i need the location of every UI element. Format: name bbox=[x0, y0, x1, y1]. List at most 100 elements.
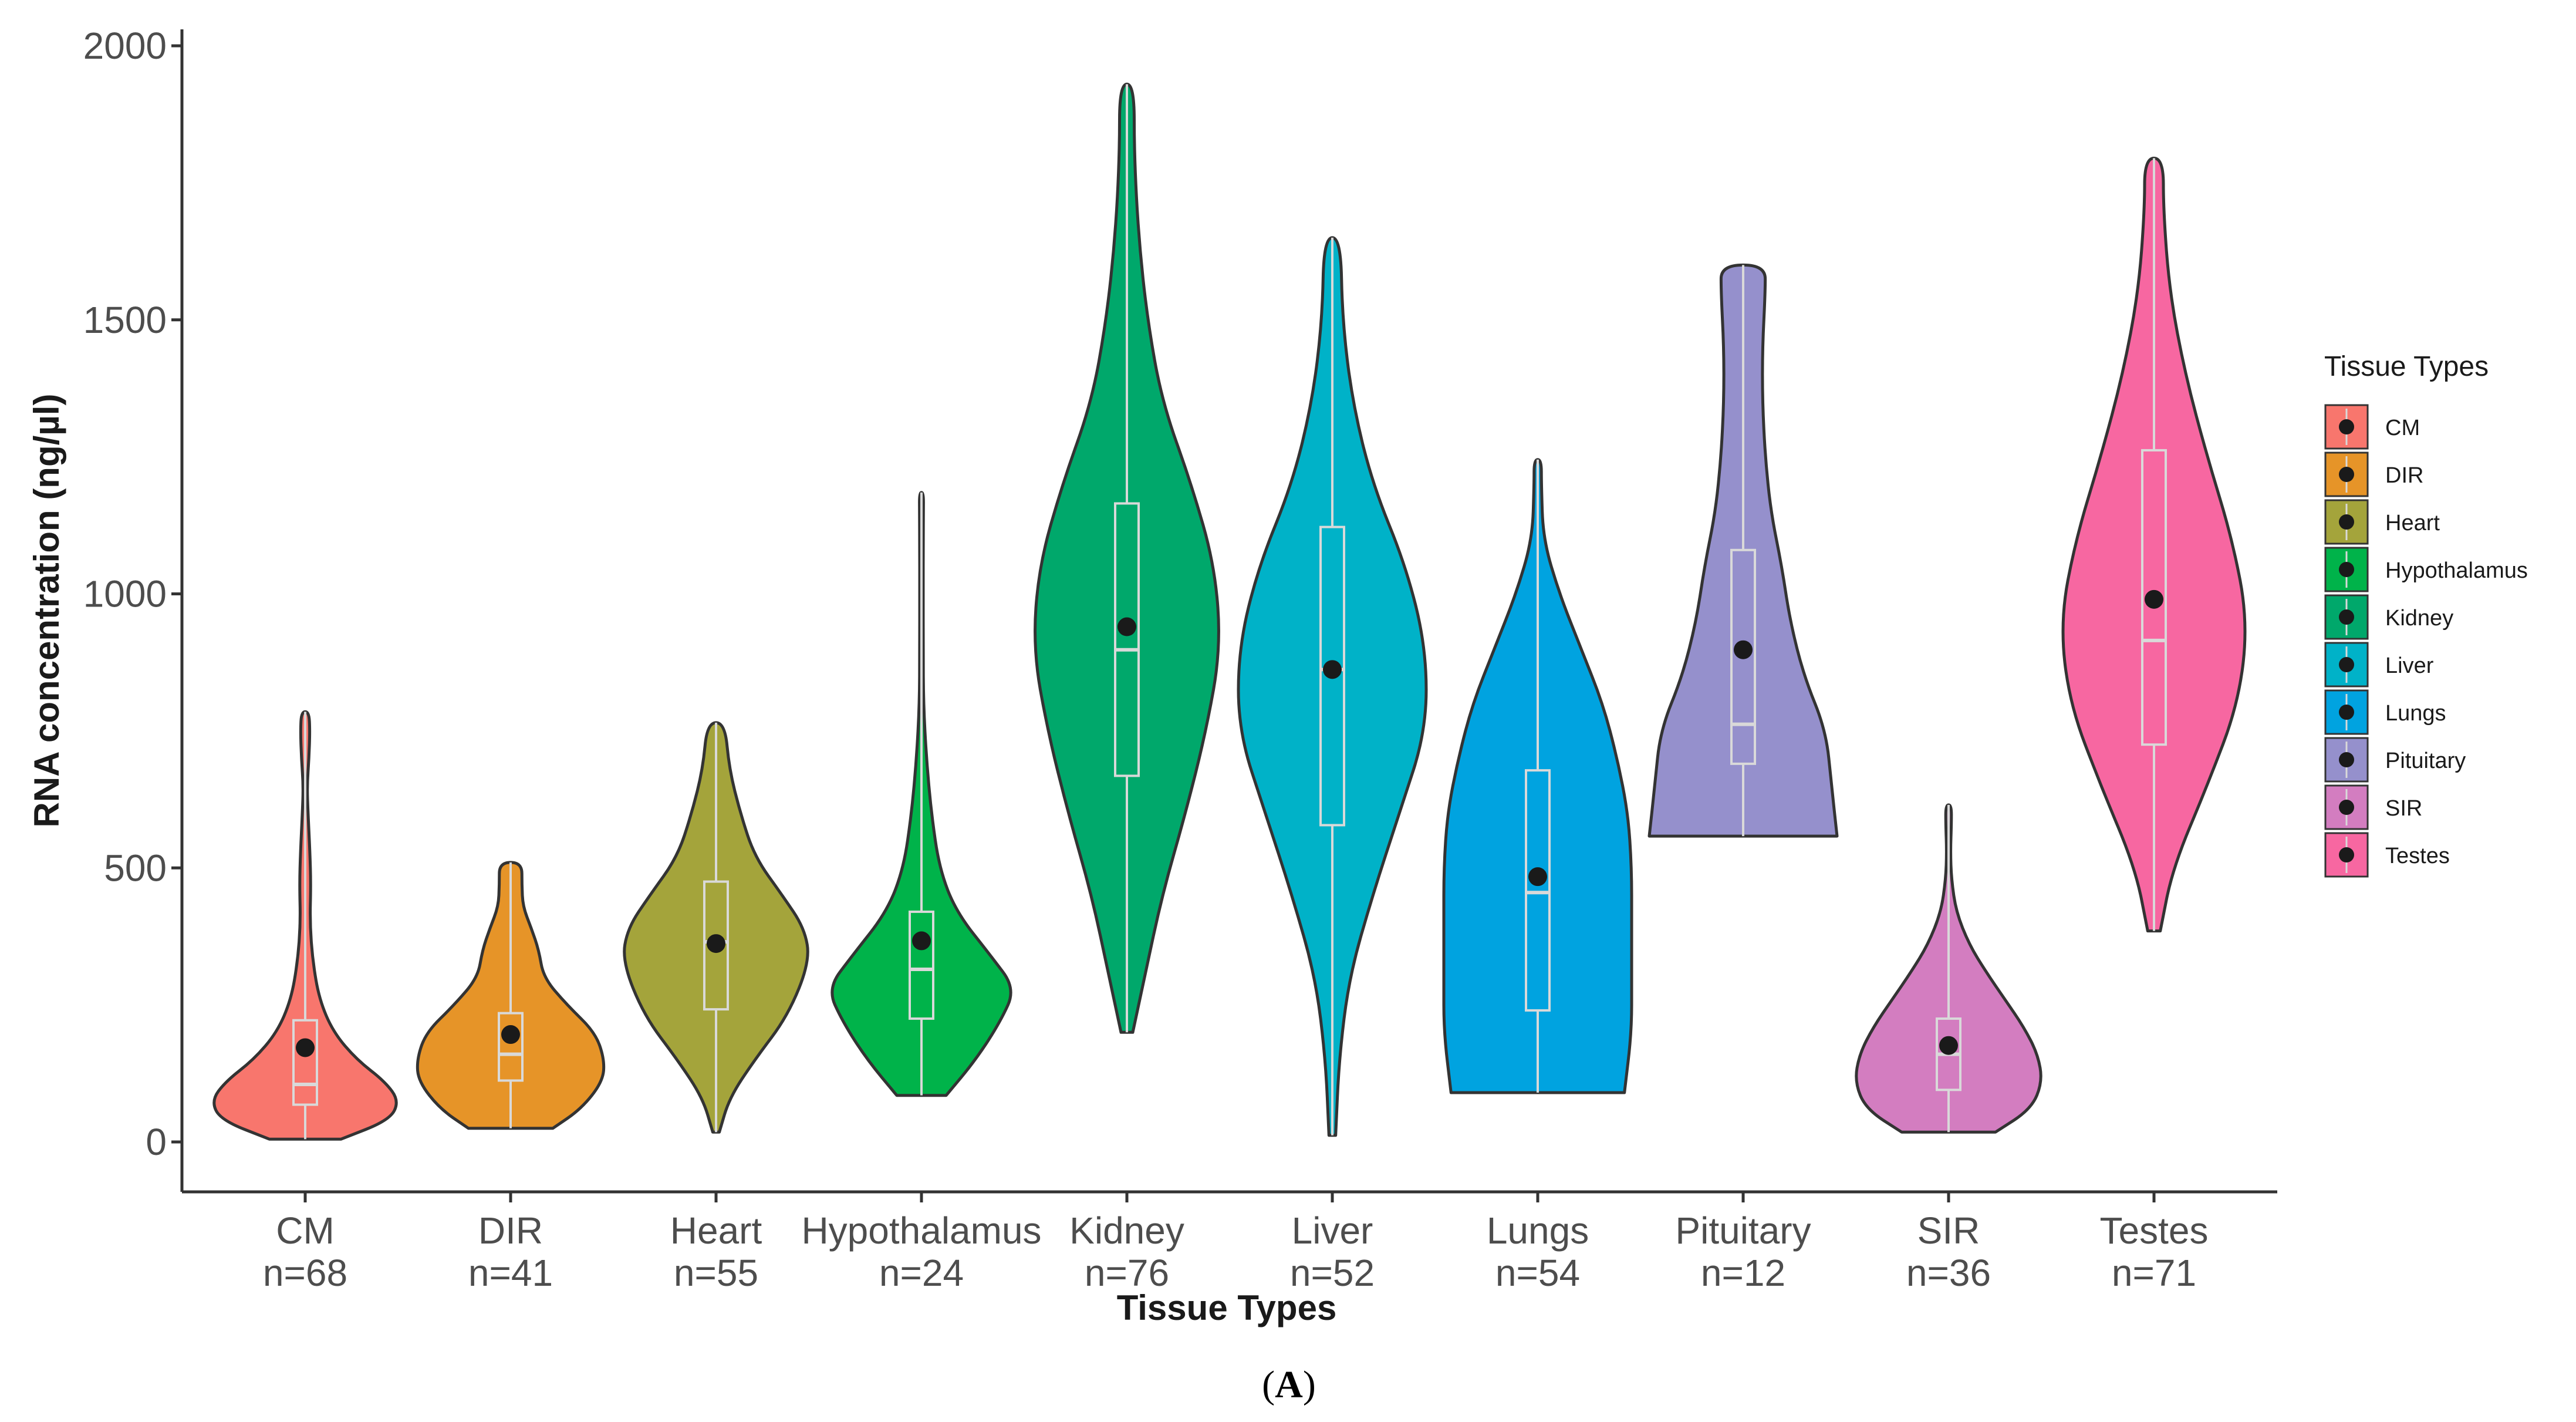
box-pituitary bbox=[1730, 548, 1756, 765]
legend-label-cm: CM bbox=[2385, 416, 2420, 440]
legend-item-sir: SIR bbox=[2324, 784, 2422, 830]
legend-label-liver: Liver bbox=[2385, 653, 2434, 678]
axes: Tissue Types RNA concentration (ng/µl) 0… bbox=[27, 25, 2277, 1327]
x-tick-count-hypothalamus: n=24 bbox=[879, 1252, 964, 1294]
violin-group-cm bbox=[212, 710, 398, 1141]
x-tick-count-cm: n=68 bbox=[263, 1252, 347, 1294]
y-tick-label: 1000 bbox=[83, 573, 167, 615]
legend-label-pituitary: Pituitary bbox=[2385, 749, 2466, 773]
x-tick-label-lungs: Lungs bbox=[1487, 1209, 1589, 1252]
x-tick-label-cm: CM bbox=[276, 1209, 335, 1252]
x-tick-label-heart: Heart bbox=[670, 1209, 762, 1252]
mean-point-hypothalamus bbox=[912, 931, 931, 951]
x-axis-title: Tissue Types bbox=[1117, 1288, 1337, 1327]
legend-key-point bbox=[2339, 705, 2354, 720]
legend-item-dir: DIR bbox=[2324, 451, 2423, 497]
legend-label-heart: Heart bbox=[2385, 511, 2440, 535]
x-tick-count-heart: n=55 bbox=[674, 1252, 758, 1294]
panel-label-open-paren: ( bbox=[1262, 1363, 1275, 1406]
violin-group-heart bbox=[623, 721, 809, 1134]
mean-point-dir bbox=[501, 1025, 520, 1044]
mean-point-heart bbox=[707, 934, 725, 953]
mean-point-pituitary bbox=[1734, 640, 1753, 659]
x-tick-count-testes: n=71 bbox=[2112, 1252, 2196, 1294]
legend-label-testes: Testes bbox=[2385, 844, 2450, 868]
x-tick-count-sir: n=36 bbox=[1906, 1252, 1991, 1294]
legend: Tissue Types CM DIR Heart Hypothalamus Kidne… bbox=[2324, 351, 2528, 878]
violin-lungs bbox=[1442, 458, 1633, 1094]
legend-label-lungs: Lungs bbox=[2385, 701, 2446, 726]
box-testes bbox=[2141, 449, 2167, 746]
x-tick-label-liver: Liver bbox=[1292, 1209, 1373, 1252]
panel-label: (A) bbox=[1262, 1363, 1316, 1406]
box-hypothalamus bbox=[909, 910, 934, 1020]
legend-key-point bbox=[2339, 609, 2354, 625]
y-tick-label: 1500 bbox=[83, 299, 167, 341]
violin-kidney bbox=[1034, 82, 1220, 1034]
x-tick-count-kidney: n=76 bbox=[1085, 1252, 1169, 1294]
legend-key-point bbox=[2339, 800, 2354, 815]
x-tick-count-dir: n=41 bbox=[468, 1252, 553, 1294]
legend-item-kidney: Kidney bbox=[2324, 594, 2453, 640]
legend-key-point bbox=[2339, 657, 2354, 672]
violin-group-sir bbox=[1855, 803, 2042, 1134]
y-axis-title: RNA concentration (ng/µl) bbox=[27, 394, 66, 828]
mean-point-lungs bbox=[1528, 867, 1547, 887]
y-tick-label: 500 bbox=[104, 847, 167, 889]
plot-area bbox=[212, 82, 2247, 1141]
y-tick-label: 2000 bbox=[83, 25, 167, 67]
violin-group-lungs bbox=[1442, 458, 1633, 1094]
mean-point-kidney bbox=[1117, 617, 1136, 636]
violin-testes bbox=[2061, 156, 2247, 933]
violin-group-dir bbox=[416, 861, 606, 1130]
panel-label-close-paren: ) bbox=[1303, 1363, 1316, 1406]
x-tick-count-lungs: n=54 bbox=[1495, 1252, 1580, 1294]
violin-liver bbox=[1237, 236, 1428, 1137]
legend-key-point bbox=[2339, 752, 2354, 767]
box-lungs bbox=[1525, 769, 1551, 1012]
legend-item-pituitary: Pituitary bbox=[2324, 737, 2466, 783]
box-cm bbox=[292, 1019, 318, 1106]
legend-item-cm: CM bbox=[2324, 404, 2420, 450]
legend-item-lungs: Lungs bbox=[2324, 689, 2446, 735]
panel-label-letter: A bbox=[1275, 1363, 1303, 1406]
legend-label-hypothalamus: Hypothalamus bbox=[2385, 558, 2528, 583]
box-kidney bbox=[1114, 502, 1140, 777]
x-tick-label-pituitary: Pituitary bbox=[1675, 1209, 1811, 1252]
box-dir bbox=[498, 1012, 524, 1082]
legend-item-testes: Testes bbox=[2324, 832, 2450, 878]
legend-label-sir: SIR bbox=[2385, 796, 2422, 821]
x-tick-label-testes: Testes bbox=[2100, 1209, 2209, 1252]
x-tick-count-pituitary: n=12 bbox=[1701, 1252, 1785, 1294]
violin-group-kidney bbox=[1034, 82, 1220, 1034]
legend-item-heart: Heart bbox=[2324, 499, 2440, 545]
legend-label-dir: DIR bbox=[2385, 463, 2423, 488]
x-tick-count-liver: n=52 bbox=[1290, 1252, 1375, 1294]
mean-point-sir bbox=[1939, 1036, 1958, 1055]
panel-label-text: (A) bbox=[1262, 1363, 1316, 1406]
x-tick-label-dir: DIR bbox=[478, 1209, 543, 1252]
legend-title: Tissue Types bbox=[2324, 351, 2489, 382]
legend-key-point bbox=[2339, 419, 2354, 434]
violin-heart bbox=[623, 721, 809, 1134]
x-tick-label-hypothalamus: Hypothalamus bbox=[801, 1209, 1041, 1252]
legend-item-liver: Liver bbox=[2324, 642, 2434, 688]
violin-group-testes bbox=[2061, 156, 2247, 933]
legend-key-point bbox=[2339, 467, 2354, 482]
violin-group-hypothalamus bbox=[830, 491, 1012, 1097]
mean-point-cm bbox=[296, 1038, 315, 1057]
legend-key-point bbox=[2339, 562, 2354, 577]
legend-key-point bbox=[2339, 847, 2354, 862]
box-liver bbox=[1319, 525, 1345, 827]
legend-label-kidney: Kidney bbox=[2385, 606, 2453, 631]
violin-group-liver bbox=[1237, 236, 1428, 1137]
x-tick-label-kidney: Kidney bbox=[1069, 1209, 1184, 1252]
box-heart bbox=[703, 880, 729, 1011]
legend-item-hypothalamus: Hypothalamus bbox=[2324, 547, 2528, 592]
mean-point-testes bbox=[2145, 589, 2163, 609]
legend-key-point bbox=[2339, 514, 2354, 530]
x-tick-label-sir: SIR bbox=[1917, 1209, 1980, 1252]
mean-point-liver bbox=[1323, 660, 1342, 679]
violin-group-pituitary bbox=[1647, 263, 1839, 838]
